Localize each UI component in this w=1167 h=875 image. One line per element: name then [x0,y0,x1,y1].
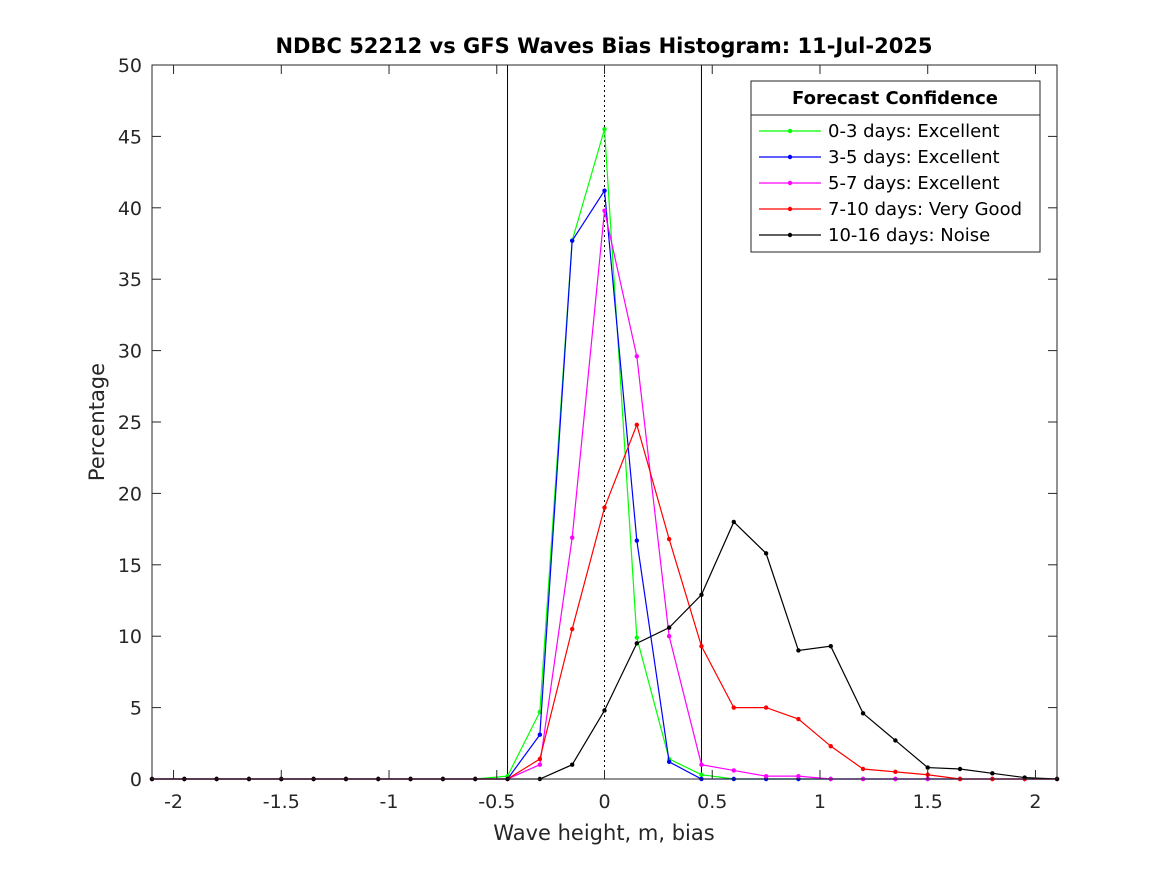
data-point [537,756,543,762]
data-point [699,762,704,767]
data-point [602,708,607,713]
data-point [569,626,575,632]
data-point [666,759,672,765]
legend-item-10-16-days-noise: 10-16 days: Noise [759,225,990,246]
data-point [569,535,575,540]
data-point [602,208,607,213]
data-point [763,773,769,779]
x-tick-label: 1 [814,791,826,813]
data-point [925,765,930,770]
legend: Forecast Confidence 0-3 days: Excellent 3… [750,80,1041,253]
data-point [796,773,801,779]
x-tick-labels: -2 -1.5 -1 -0.5 0 0.5 1 1.5 2 [164,791,1041,813]
y-tick-labels: 0 5 10 15 20 25 30 35 40 45 50 [118,55,142,791]
data-point [634,354,640,359]
axis-ticks [152,64,1057,780]
x-tick-label: -0.5 [478,791,515,813]
y-tick-label: 40 [118,198,142,220]
data-point [602,505,607,510]
data-point [634,538,640,543]
y-tick-label: 0 [130,769,142,791]
legend-item-0-3-days-excellent: 0-3 days: Excellent [759,121,1000,142]
legend-label: 0-3 days: Excellent [828,121,1000,142]
x-tick-label: -1 [380,791,399,813]
x-tick-label: 0 [598,791,610,813]
data-point [666,625,672,630]
y-tick-label: 20 [118,483,142,505]
legend-swatch-marker [787,180,793,186]
data-point [699,643,704,649]
data-point [602,188,607,193]
data-point [666,536,672,542]
data-point [828,643,833,649]
chart-title: NDBC 52212 vs GFS Waves Bias Histogram: … [275,34,932,58]
data-point [763,705,769,710]
data-point [731,768,736,773]
data-point [699,772,704,777]
y-tick-label: 45 [118,126,142,148]
y-tick-label: 25 [118,412,142,434]
data-point [537,762,543,767]
legend-swatch-marker [787,232,793,238]
data-point [763,551,769,556]
legend-swatch-marker [787,154,793,160]
data-point [699,592,704,597]
x-tick-label: 0.5 [697,791,727,813]
y-tick-label: 50 [118,55,142,77]
y-tick-label: 30 [118,341,142,363]
data-point [634,422,640,428]
data-point [634,635,640,640]
legend-label: 3-5 days: Excellent [828,147,1000,168]
plot-frame [151,64,1058,780]
data-point [860,766,866,772]
x-tick-label: -2 [164,791,183,813]
data-point [796,648,801,653]
y-tick-label: 35 [118,269,142,291]
legend-box [750,80,1041,253]
legend-item-3-5-days-excellent: 3-5 days: Excellent [759,147,1000,168]
data-point [957,766,963,772]
y-tick-label: 10 [118,626,142,648]
data-point [796,716,801,722]
legend-label: 5-7 days: Excellent [828,173,1000,194]
legend-items: 0-3 days: Excellent 3-5 days: Excellent 5-… [759,121,1022,246]
data-point [537,732,543,737]
x-tick-label: -1.5 [263,791,300,813]
legend-label: 10-16 days: Noise [828,225,990,246]
data-point [731,705,736,710]
data-point [828,743,833,749]
data-point [893,738,898,743]
data-point [893,769,898,775]
y-axis-label: Percentage [85,363,109,481]
reference-lines [507,65,702,779]
data-point [731,519,736,525]
data-point [666,634,672,639]
data-point [990,771,995,776]
legend-swatch-marker [787,128,793,134]
x-axis-label: Wave height, m, bias [493,821,714,845]
y-tick-label: 5 [130,698,142,720]
data-point [569,762,575,767]
data-point [860,711,866,716]
data-point [634,641,640,646]
legend-swatch-marker [787,206,793,212]
legend-title: Forecast Confidence [792,88,998,109]
x-tick-label: 2 [1029,791,1041,813]
data-point [602,127,607,132]
legend-item-7-10-days-very-good: 7-10 days: Very Good [759,199,1022,220]
legend-label: 7-10 days: Very Good [828,199,1022,220]
data-point [569,238,575,243]
x-tick-label: 1.5 [913,791,943,813]
legend-item-5-7-days-excellent: 5-7 days: Excellent [759,173,1000,194]
y-tick-label: 15 [118,555,142,577]
